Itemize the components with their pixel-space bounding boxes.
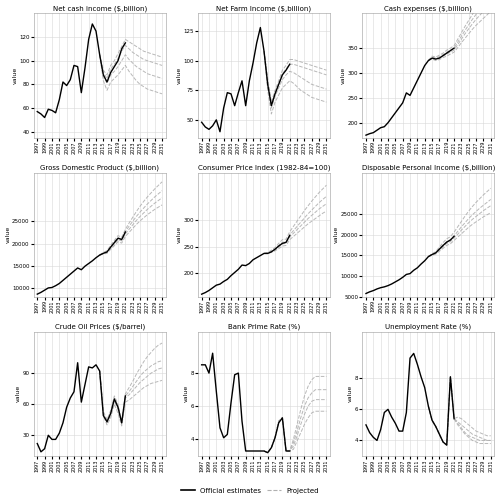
Title: Consumer Price Index (1982-84=100): Consumer Price Index (1982-84=100) (198, 164, 330, 171)
Title: Disposable Personal Income ($,billion): Disposable Personal Income ($,billion) (362, 164, 495, 171)
Title: Gross Domestic Product ($,billion): Gross Domestic Product ($,billion) (40, 164, 159, 171)
Y-axis label: value: value (342, 67, 346, 84)
Y-axis label: value: value (12, 67, 18, 84)
Title: Crude Oil Prices ($/barrel): Crude Oil Prices ($/barrel) (54, 324, 145, 330)
Title: Bank Prime Rate (%): Bank Prime Rate (%) (228, 324, 300, 330)
Legend: Official estimates, Projected: Official estimates, Projected (178, 485, 322, 496)
Title: Unemployment Rate (%): Unemployment Rate (%) (386, 324, 472, 330)
Y-axis label: value: value (16, 385, 21, 402)
Title: Cash expenses ($,billion): Cash expenses ($,billion) (384, 6, 472, 12)
Y-axis label: value: value (334, 226, 340, 244)
Title: Net Farm Income ($,billion): Net Farm Income ($,billion) (216, 6, 312, 12)
Y-axis label: value: value (184, 385, 189, 402)
Y-axis label: value: value (177, 67, 182, 84)
Y-axis label: value: value (177, 226, 182, 244)
Title: Net cash income ($,billion): Net cash income ($,billion) (52, 6, 147, 12)
Y-axis label: value: value (6, 226, 10, 244)
Y-axis label: value: value (348, 385, 354, 402)
